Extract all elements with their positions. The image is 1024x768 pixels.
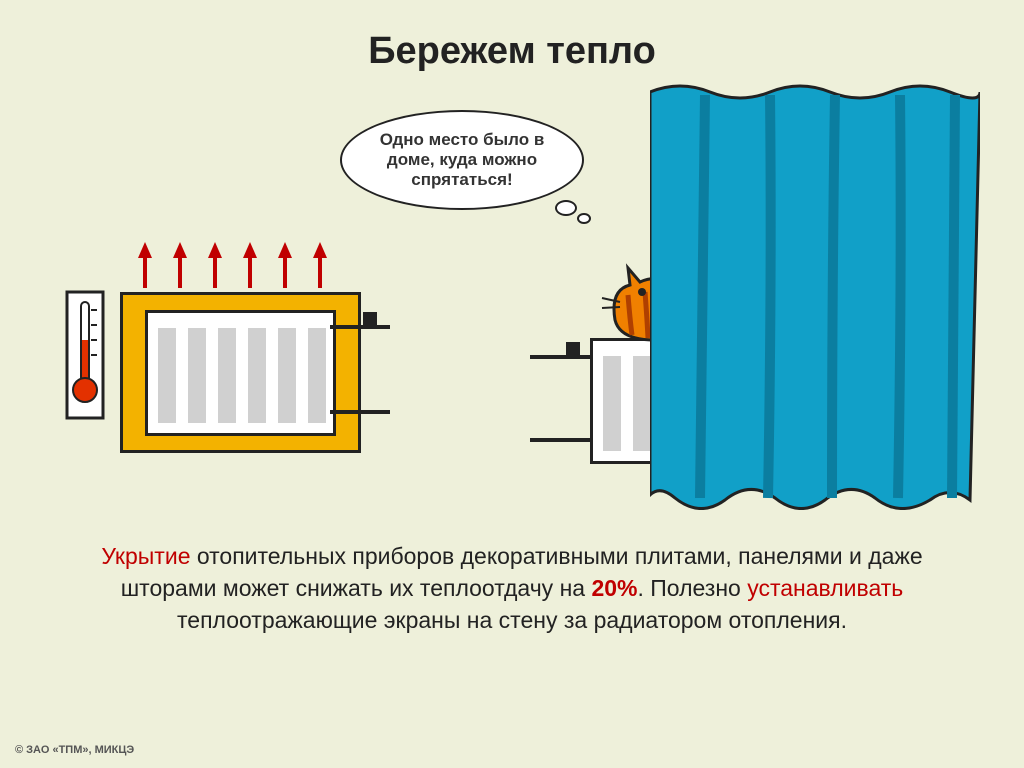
body-t2: . Полезно: [638, 575, 748, 601]
curtain-icon: [650, 80, 980, 510]
speech-bubble: Одно место было в доме, куда можно спрят…: [340, 110, 584, 210]
thermometer-icon: [65, 290, 105, 420]
page-title: Бережем тепло: [0, 0, 1024, 73]
scene-left: [65, 230, 375, 490]
body-t3: теплоотражающие экраны на стену за радиа…: [177, 607, 847, 633]
valve-top-left: [363, 312, 377, 326]
hl-pct: 20%: [591, 575, 637, 601]
pipe-top-right: [530, 355, 592, 359]
body-text: Укрытие отопительных приборов декоративн…: [60, 540, 964, 637]
radiator-left: [145, 310, 336, 436]
scene-right: [560, 80, 980, 510]
hl-install: устанавливать: [747, 575, 903, 601]
valve-top-right: [566, 342, 580, 356]
pipe-bottom-right: [530, 438, 592, 442]
pipe-top-left: [330, 325, 390, 329]
hl-cover: Укрытие: [101, 543, 190, 569]
heat-arrows: [135, 240, 345, 290]
footer-copyright: © ЗАО «ТПМ», МИКЦЭ: [15, 744, 134, 756]
pipe-bottom-left: [330, 410, 390, 414]
